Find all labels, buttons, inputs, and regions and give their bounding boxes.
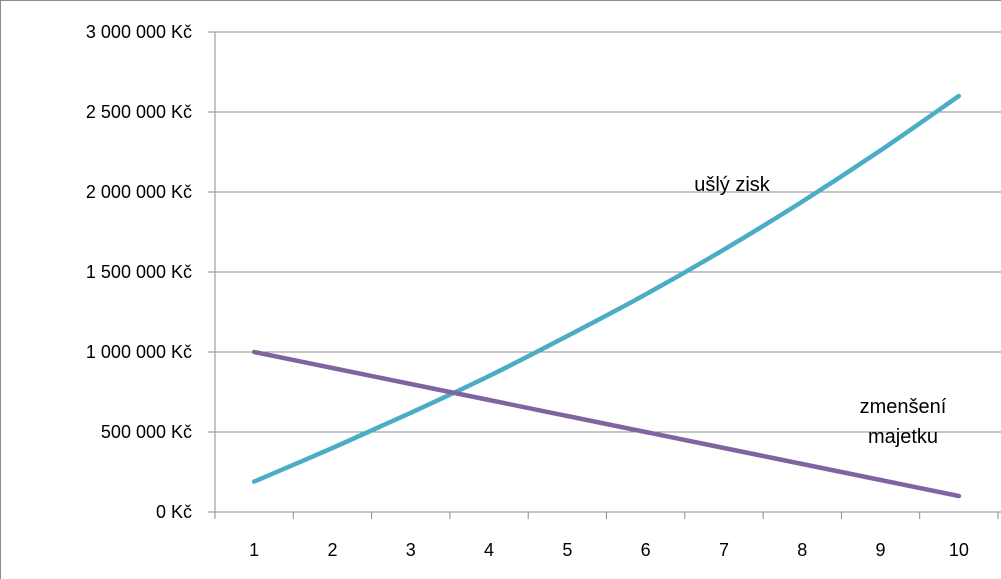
- annotation-zmenseni-majetku-line1: zmenšení: [860, 396, 947, 418]
- y-axis-tick-labels: 0 Kč 500 000 Kč 1 000 000 Kč 1 500 000 Kč 2 …: [86, 22, 192, 522]
- y-tick-label: 0 Kč: [156, 502, 192, 522]
- annotation-usly-zisk: ušlý zisk: [694, 174, 771, 196]
- y-tick-label: 500 000 Kč: [101, 422, 192, 442]
- x-tick-label: 10: [949, 540, 969, 560]
- y-tick-label: 2 500 000 Kč: [86, 102, 192, 122]
- x-tick-label: 8: [797, 540, 807, 560]
- x-tick-label: 2: [327, 540, 337, 560]
- y-tick-label: 1 000 000 Kč: [86, 342, 192, 362]
- annotation-zmenseni-majetku-line2: majetku: [868, 426, 938, 448]
- series-line-2: [251, 349, 962, 499]
- x-tick-label: 4: [484, 540, 494, 560]
- series-line-1: [251, 93, 962, 484]
- x-tick-label: 7: [719, 540, 729, 560]
- y-tick-label: 2 000 000 Kč: [86, 182, 192, 202]
- gridlines: [215, 31, 1001, 433]
- x-tick-label: 3: [406, 540, 416, 560]
- y-tick-label: 3 000 000 Kč: [86, 22, 192, 42]
- x-tick-label: 6: [641, 540, 651, 560]
- y-tick-label: 1 500 000 Kč: [86, 262, 192, 282]
- x-tick-label: 9: [876, 540, 886, 560]
- x-axis-tick-labels: 1 2 3 4 5 6 7 8 9 10: [249, 540, 969, 560]
- x-tick-label: 5: [562, 540, 572, 560]
- x-tick-label: 1: [249, 540, 259, 560]
- axes: [208, 31, 1001, 519]
- series-lines: [251, 93, 962, 499]
